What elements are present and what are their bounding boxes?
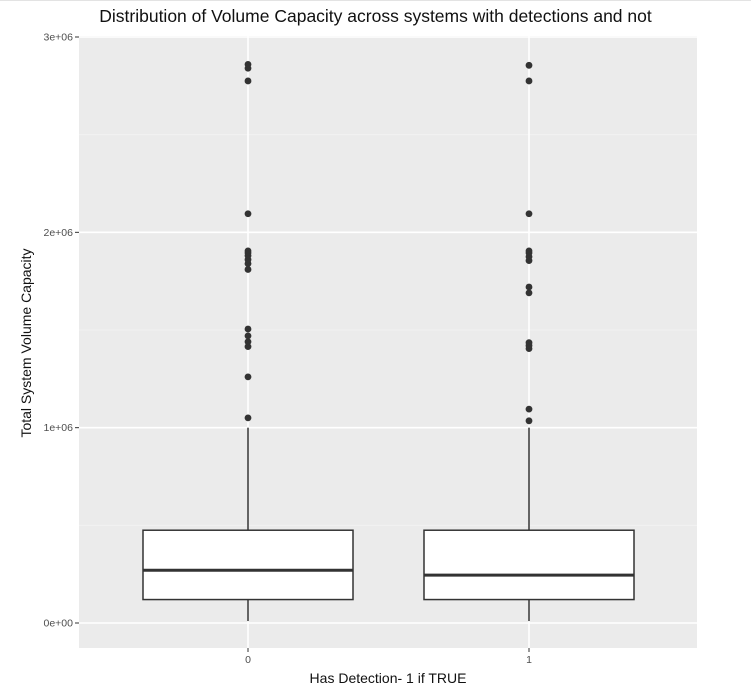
- chart-title: Distribution of Volume Capacity across s…: [99, 6, 652, 26]
- y-axis-title: Total System Volume Capacity: [18, 248, 34, 437]
- y-tick-label: 3e+06: [44, 32, 74, 44]
- outlier-point: [244, 338, 252, 346]
- top-divider: [0, 0, 751, 1]
- outlier-point: [244, 373, 252, 381]
- outlier-point: [525, 247, 533, 255]
- outlier-point: [525, 339, 533, 347]
- outlier-point: [244, 247, 252, 255]
- x-tick-label: 0: [245, 654, 251, 666]
- outlier-point: [244, 210, 252, 218]
- outlier-point: [244, 325, 252, 333]
- outlier-point: [525, 283, 533, 291]
- x-tick-label: 1: [526, 654, 532, 666]
- outlier-point: [525, 77, 533, 85]
- box-series: [142, 60, 635, 622]
- outlier-point: [525, 210, 533, 218]
- outlier-point: [244, 266, 252, 273]
- box-0: [142, 60, 354, 622]
- outlier-point: [525, 405, 533, 413]
- outlier-point: [525, 417, 533, 425]
- y-tick-label: 1e+06: [44, 422, 74, 434]
- outlier-point: [525, 61, 533, 69]
- y-axis: 0e+00 1e+06 2e+06 3e+06: [44, 32, 79, 630]
- outlier-point: [244, 332, 252, 340]
- outlier-point: [244, 414, 252, 422]
- outlier-point: [525, 289, 533, 297]
- outlier-point: [244, 77, 252, 85]
- y-tick-label: 0e+00: [44, 618, 74, 630]
- outlier-point: [244, 60, 252, 68]
- x-axis-title: Has Detection- 1 if TRUE: [310, 670, 467, 686]
- outlier-point: [244, 343, 252, 351]
- box-iqr: [142, 529, 354, 601]
- box-iqr: [423, 529, 635, 601]
- box-1: [423, 61, 635, 622]
- y-tick-label: 2e+06: [44, 227, 74, 239]
